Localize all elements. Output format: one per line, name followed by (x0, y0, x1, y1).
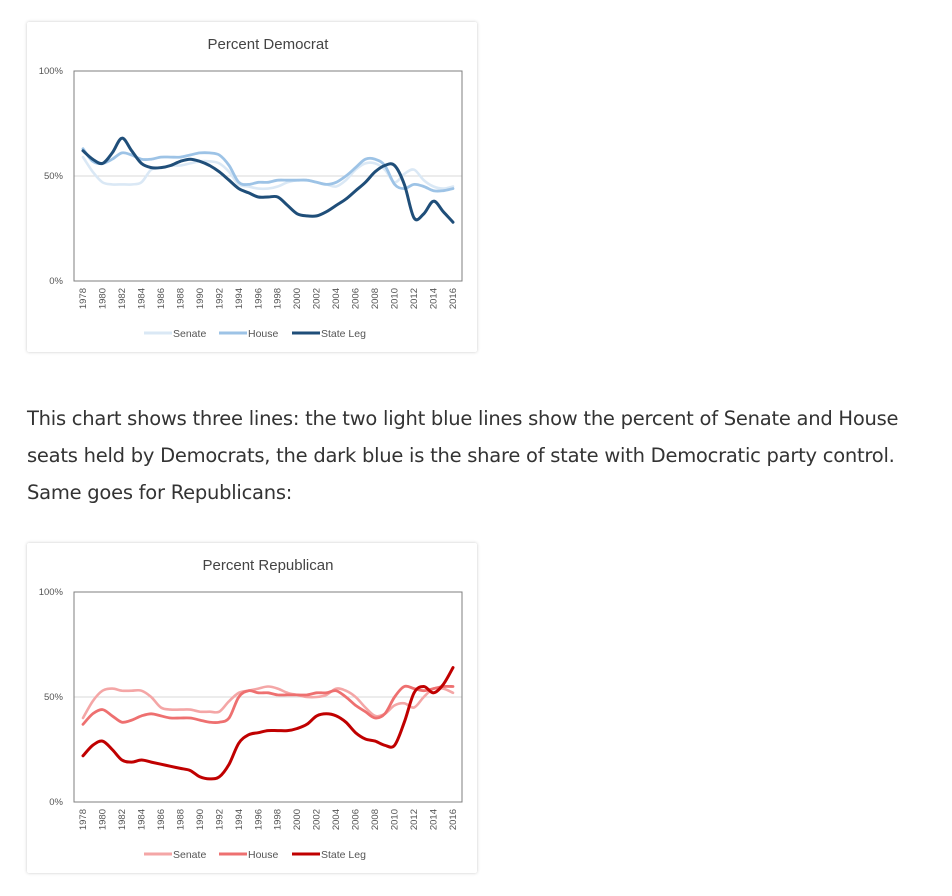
x-tick-label: 2008 (370, 288, 381, 309)
x-tick-label: 2012 (409, 288, 420, 309)
x-tick-label: 2004 (331, 809, 342, 830)
x-tick-label: 1990 (195, 288, 206, 309)
x-tick-label: 1986 (156, 288, 167, 309)
series-line-house (81, 147, 455, 193)
y-tick-label: 50% (44, 171, 64, 182)
x-tick-label: 2010 (390, 288, 401, 309)
x-tick-label: 1996 (253, 288, 264, 309)
x-tick-label: 2006 (351, 288, 362, 309)
x-tick-label: 1992 (214, 809, 225, 830)
x-tick-label: 2016 (448, 809, 459, 830)
legend-label: Senate (173, 849, 206, 861)
x-tick-label: 2014 (429, 809, 440, 830)
x-tick-label: 2000 (292, 809, 303, 830)
y-tick-label: 0% (49, 276, 63, 287)
x-tick-label: 2008 (370, 809, 381, 830)
x-tick-label: 1994 (234, 809, 245, 830)
legend-label: Senate (173, 328, 206, 340)
series-line-state-leg (81, 666, 455, 781)
series-line-state-leg (81, 136, 455, 224)
x-tick-label: 1998 (273, 809, 284, 830)
y-tick-label: 50% (44, 692, 64, 703)
x-tick-label: 1982 (117, 809, 128, 830)
x-tick-label: 2014 (429, 288, 440, 309)
x-tick-label: 1980 (97, 809, 108, 830)
y-tick-label: 100% (39, 66, 64, 77)
paragraph-line-3: Same goes for Republicans: (27, 481, 293, 504)
plot-area-border (73, 591, 463, 803)
series-line-house (81, 684, 455, 726)
chart-card-republican: Percent Republican 0% 50% 100% 1978 1980 1982 1… (27, 543, 477, 873)
x-tick-label: 2002 (312, 809, 323, 830)
y-tick-label: 100% (39, 587, 64, 598)
paragraph-line-2: seats held by Democrats, the dark blue i… (27, 444, 895, 467)
x-tick-label: 1980 (97, 288, 108, 309)
chart-percent-republican: Percent Republican 0% 50% 100% 1978 1980 1982 1… (39, 557, 463, 861)
y-tick-label: 0% (49, 797, 63, 808)
x-tick-label: 1994 (234, 288, 245, 309)
x-tick-label: 2010 (390, 809, 401, 830)
x-tick-label: 2006 (351, 809, 362, 830)
x-tick-label: 2004 (331, 288, 342, 309)
x-tick-label: 1988 (175, 809, 186, 830)
series-line-senate (81, 685, 455, 720)
legend-label: State Leg (321, 849, 366, 861)
legend-label: House (248, 849, 279, 861)
x-tick-label: 1998 (273, 288, 284, 309)
plot-area-border (73, 70, 463, 282)
x-tick-label: 1992 (214, 288, 225, 309)
x-tick-label: 1984 (136, 288, 147, 309)
x-tick-label: 1982 (117, 288, 128, 309)
x-tick-label: 2016 (448, 288, 459, 309)
chart-percent-democrat: Percent Democrat 0% 50% 100% 1978 1980 1982 198… (39, 36, 463, 340)
x-tick-label: 2002 (312, 288, 323, 309)
chart-description-paragraph: This chart shows three lines: the two li… (27, 400, 937, 511)
chart-title: Percent Republican (203, 557, 334, 574)
x-tick-label: 1978 (78, 288, 89, 309)
x-tick-label: 2012 (409, 809, 420, 830)
x-tick-label: 1978 (78, 809, 89, 830)
x-tick-label: 1984 (136, 809, 147, 830)
legend-label: House (248, 328, 279, 340)
x-tick-label: 1996 (253, 809, 264, 830)
chart-card-democrat: Percent Democrat 0% 50% 100% 1978 1980 1982 198… (27, 22, 477, 352)
paragraph-line-1: This chart shows three lines: the two li… (27, 407, 899, 430)
x-tick-label: 2000 (292, 288, 303, 309)
legend-label: State Leg (321, 328, 366, 340)
x-tick-label: 1988 (175, 288, 186, 309)
x-tick-label: 1990 (195, 809, 206, 830)
x-tick-label: 1986 (156, 809, 167, 830)
chart-title: Percent Democrat (208, 36, 330, 53)
